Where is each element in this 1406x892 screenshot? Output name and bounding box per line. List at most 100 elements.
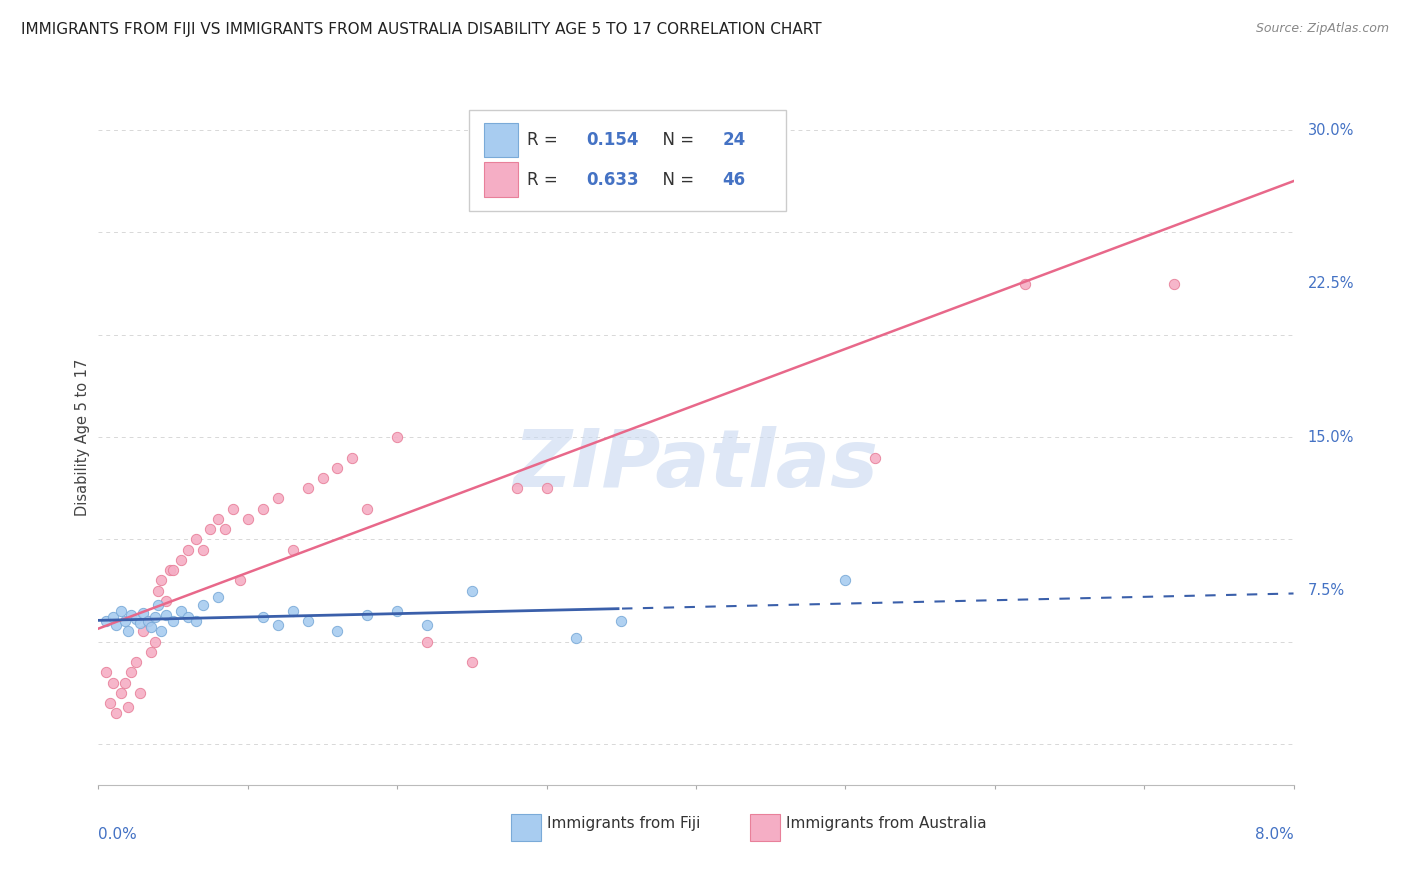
Point (98, 696, 122, 710)
Text: 0.0%: 0.0% (98, 827, 138, 842)
Point (120, 665, 142, 680)
Point (326, 460, 349, 475)
Point (94, 665, 117, 680)
Bar (749, 814, 779, 840)
Point (169, 553, 191, 567)
Point (416, 634, 439, 648)
Point (311, 471, 333, 485)
Point (356, 501, 378, 516)
Point (207, 512, 229, 526)
Point (125, 612, 148, 626)
Point (150, 624, 173, 639)
Text: 24: 24 (723, 131, 745, 149)
Text: 7.5%: 7.5% (1308, 583, 1346, 598)
Point (155, 608, 177, 623)
Point (110, 686, 132, 700)
Point (267, 491, 290, 506)
Point (385, 430, 409, 444)
Bar (485, 162, 517, 197)
Point (222, 501, 245, 516)
Point (117, 624, 139, 639)
Point (150, 574, 173, 588)
Point (184, 614, 207, 628)
Point (200, 522, 222, 536)
Point (94, 614, 117, 628)
Point (252, 501, 274, 516)
Bar (485, 122, 517, 157)
Point (132, 624, 155, 639)
Text: N =: N = (652, 131, 699, 149)
Point (110, 604, 132, 618)
Text: Immigrants from Fiji: Immigrants from Fiji (547, 815, 700, 830)
Point (120, 608, 142, 623)
Point (136, 614, 159, 628)
Text: R =: R = (527, 170, 564, 188)
Point (132, 606, 155, 620)
Point (207, 590, 229, 604)
Point (103, 610, 125, 624)
Point (281, 604, 304, 618)
Point (139, 645, 162, 659)
Point (103, 675, 125, 690)
Point (1014, 277, 1036, 291)
Text: 8.0%: 8.0% (1254, 827, 1294, 842)
Point (252, 610, 274, 624)
Point (461, 655, 484, 669)
Point (236, 512, 259, 526)
Point (129, 616, 152, 631)
Y-axis label: Disability Age 5 to 17: Disability Age 5 to 17 (75, 359, 90, 516)
Text: N =: N = (652, 170, 699, 188)
FancyBboxPatch shape (470, 110, 786, 211)
Point (114, 675, 136, 690)
Point (229, 574, 252, 588)
Point (105, 618, 128, 632)
Text: Source: ZipAtlas.com: Source: ZipAtlas.com (1256, 22, 1389, 36)
Point (834, 574, 856, 588)
Text: 15.0%: 15.0% (1308, 430, 1354, 444)
Point (184, 533, 207, 547)
Point (536, 481, 558, 495)
Bar (510, 814, 541, 840)
Point (105, 706, 128, 721)
Point (125, 655, 148, 669)
Point (416, 618, 439, 632)
Point (139, 620, 162, 634)
Point (136, 614, 159, 628)
Point (461, 583, 484, 598)
Point (610, 174, 633, 188)
Point (326, 624, 349, 639)
Point (506, 481, 529, 495)
Point (356, 608, 378, 623)
Point (214, 522, 236, 536)
Point (565, 631, 588, 645)
Point (155, 594, 177, 608)
Point (1163, 277, 1185, 291)
Text: 30.0%: 30.0% (1308, 122, 1354, 137)
Point (159, 563, 181, 577)
Point (610, 614, 633, 628)
Point (148, 583, 170, 598)
Point (297, 614, 319, 628)
Point (177, 542, 200, 557)
Text: 0.633: 0.633 (586, 170, 638, 188)
Text: Immigrants from Australia: Immigrants from Australia (786, 815, 986, 830)
Point (143, 634, 166, 648)
Point (114, 614, 136, 628)
Point (267, 618, 290, 632)
Point (169, 604, 191, 618)
Text: IMMIGRANTS FROM FIJI VS IMMIGRANTS FROM AUSTRALIA DISABILITY AGE 5 TO 17 CORRELA: IMMIGRANTS FROM FIJI VS IMMIGRANTS FROM … (21, 22, 821, 37)
Text: 22.5%: 22.5% (1308, 277, 1354, 291)
Text: ZIPatlas: ZIPatlas (513, 425, 879, 504)
Point (385, 604, 409, 618)
Point (297, 481, 319, 495)
Point (191, 542, 214, 557)
Point (143, 610, 166, 624)
Point (191, 598, 214, 612)
Point (162, 614, 184, 628)
Text: R =: R = (527, 131, 564, 149)
Point (117, 700, 139, 714)
Point (342, 450, 364, 465)
Point (281, 542, 304, 557)
Point (162, 563, 184, 577)
Point (177, 610, 200, 624)
